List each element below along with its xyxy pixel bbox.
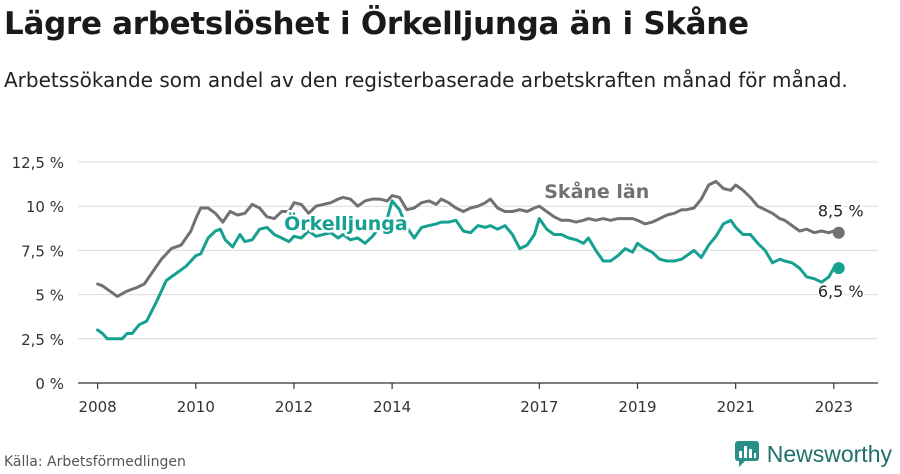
series-label-skane: Skåne län	[544, 179, 649, 203]
x-tick-label: 2008	[79, 398, 117, 416]
series-lines	[96, 179, 841, 341]
y-tick-label: 12,5 %	[12, 154, 64, 172]
brand-name: Newsworthy	[766, 440, 892, 467]
skane-lan-line	[96, 179, 841, 298]
y-tick-label: 2,5 %	[21, 331, 64, 349]
x-tick-label: 2017	[520, 398, 558, 416]
chart-subtitle: Arbetssökande som andel av den registerb…	[4, 68, 848, 92]
y-tick-label: 10 %	[26, 198, 64, 216]
end-value-orkelljunga: 6,5 %	[818, 282, 864, 301]
y-tick-label: 7,5 %	[21, 242, 64, 260]
x-tick-label: 2019	[618, 398, 656, 416]
end-marker	[832, 226, 845, 239]
x-axis: 2008 2010 2012 2014 2017 2019 2021 2023	[78, 382, 878, 416]
x-tick-label: 2021	[717, 398, 755, 416]
y-axis-tick-labels: 0 % 2,5 % 5 % 7,5 % 10 % 12,5 %	[12, 154, 64, 393]
bar-chart-logo-icon	[734, 441, 759, 467]
series-labels: Skåne län Örkelljunga 8,5 % 6,5 %	[282, 177, 866, 303]
y-tick-label: 0 %	[35, 375, 64, 393]
x-tick-label: 2010	[177, 398, 215, 416]
newsworthy-logo: Newsworthy	[734, 440, 892, 468]
end-marker	[832, 262, 845, 275]
series-label-orkelljunga: Örkelljunga	[284, 211, 408, 235]
source-note: Källa: Arbetsförmedlingen	[4, 454, 186, 470]
orkelljunga-line	[96, 199, 841, 341]
end-markers	[832, 226, 845, 275]
x-tick-label: 2014	[373, 398, 411, 416]
y-tick-label: 5 %	[35, 287, 64, 305]
x-tick-label: 2012	[275, 398, 313, 416]
end-value-skane: 8,5 %	[818, 202, 864, 221]
chart-title: Lägre arbetslöshet i Örkelljunga än i Sk…	[4, 6, 749, 42]
grid-lines	[78, 161, 878, 340]
x-tick-label: 2023	[815, 398, 853, 416]
